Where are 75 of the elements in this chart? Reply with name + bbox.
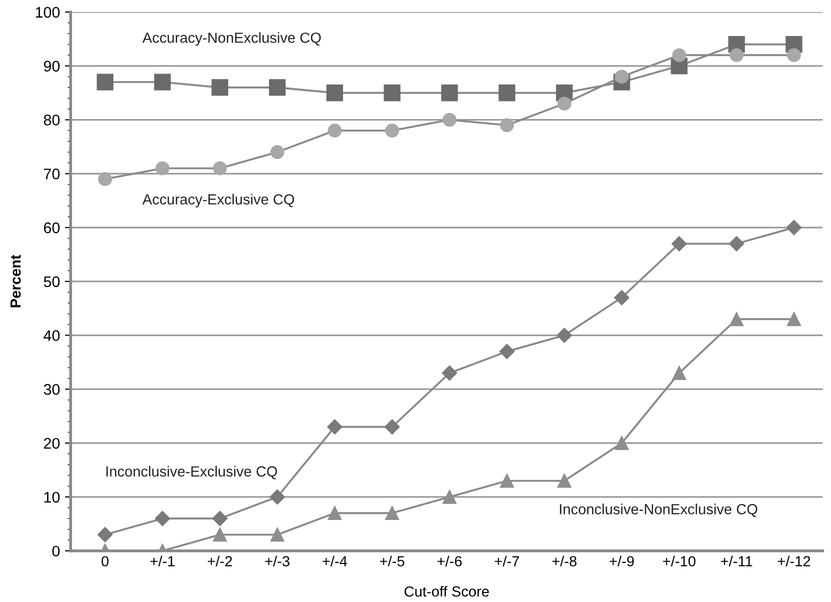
point	[154, 74, 171, 90]
y-tick-label: 50	[44, 276, 60, 288]
x-tick-label: +/-3	[265, 556, 290, 566]
x-tick-label: 0	[102, 556, 109, 566]
x-tick-label: +/-9	[610, 556, 634, 566]
y-tick-label: 40	[44, 330, 60, 341]
x-tick-label: +/-8	[552, 556, 576, 566]
point	[156, 161, 170, 176]
point	[442, 112, 456, 127]
series-label: Inconclusive-Exclusive CQ	[106, 466, 278, 480]
x-axis-title: Cut-off Score	[404, 586, 489, 597]
series-label: Accuracy-Exclusive CQ	[142, 194, 294, 208]
y-tick-label: 0	[52, 546, 60, 557]
point	[98, 527, 113, 542]
y-tick-label: 90	[44, 60, 60, 72]
point	[212, 161, 227, 176]
point	[442, 365, 458, 381]
x-tick-label: +/-4	[322, 556, 348, 566]
point	[442, 490, 456, 504]
y-tick-label: 60	[44, 222, 60, 234]
point	[212, 510, 228, 526]
y-tick-label: 70	[44, 168, 60, 180]
point	[787, 48, 801, 62]
point	[385, 506, 400, 520]
point	[98, 172, 112, 186]
point	[500, 474, 514, 488]
point	[500, 118, 514, 132]
point	[614, 70, 629, 84]
y-tick-label: 80	[44, 114, 60, 126]
y-tick-label: 100	[36, 6, 60, 18]
point	[672, 48, 686, 62]
point	[614, 436, 629, 450]
series-label: Inconclusive-NonExclusive CQ	[560, 504, 758, 517]
point	[557, 96, 572, 111]
point	[672, 366, 686, 380]
y-tick-label: 20	[44, 438, 60, 449]
point	[556, 328, 572, 343]
point	[614, 290, 630, 306]
point	[730, 48, 744, 62]
point	[385, 124, 400, 138]
y-tick-label: 30	[44, 384, 60, 395]
point	[328, 124, 342, 138]
point	[270, 145, 284, 160]
point	[270, 528, 284, 542]
x-tick-label: +/-12	[778, 556, 810, 566]
point	[730, 312, 744, 326]
point	[270, 489, 285, 505]
point	[672, 236, 687, 252]
point	[384, 419, 400, 434]
x-tick-label: +/-2	[208, 556, 232, 566]
y-tick-label: 10	[44, 492, 60, 503]
x-tick-label: +/-11	[721, 556, 752, 566]
text: Accuracy-NonExclusive CQ	[142, 32, 321, 46]
point	[328, 506, 342, 520]
point	[499, 344, 515, 360]
point	[787, 312, 801, 326]
point	[268, 79, 286, 96]
x-tick-label: +/-6	[437, 556, 462, 566]
y-axis-title: Percent	[10, 254, 21, 308]
point	[441, 84, 458, 102]
point	[96, 74, 114, 90]
point	[326, 84, 344, 102]
x-tick-label: +/-5	[380, 556, 404, 566]
point	[154, 510, 170, 526]
point	[729, 236, 744, 252]
point	[557, 474, 572, 488]
point	[498, 84, 516, 102]
point	[327, 419, 342, 434]
x-tick-label: +/-7	[494, 556, 519, 566]
x-tick-label: +/-10	[663, 556, 696, 566]
point	[212, 79, 228, 96]
point	[786, 220, 802, 236]
point	[384, 84, 400, 102]
x-tick-label: +/-1	[150, 556, 175, 566]
point	[212, 528, 227, 542]
